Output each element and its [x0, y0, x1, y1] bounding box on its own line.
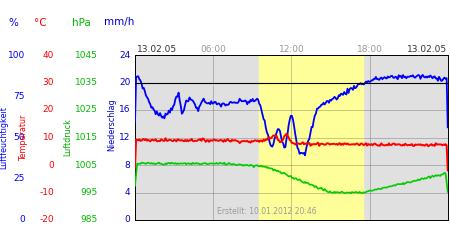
Text: 0: 0: [48, 160, 54, 170]
Text: 75: 75: [13, 92, 25, 101]
Text: 20: 20: [119, 78, 130, 87]
Text: Erstellt: 10.01.2012 20:46: Erstellt: 10.01.2012 20:46: [216, 207, 316, 216]
Text: °C: °C: [34, 18, 47, 28]
Text: 985: 985: [81, 216, 98, 224]
Text: 25: 25: [14, 174, 25, 183]
Text: 1025: 1025: [75, 106, 98, 114]
Text: 100: 100: [8, 50, 25, 59]
Text: hPa: hPa: [72, 18, 90, 28]
Text: 1045: 1045: [75, 50, 98, 59]
Text: 16: 16: [119, 106, 130, 114]
Text: mm/h: mm/h: [104, 18, 135, 28]
Text: Luftdruck: Luftdruck: [63, 118, 72, 156]
Text: %: %: [9, 18, 18, 28]
Text: 20: 20: [43, 106, 54, 114]
Text: Temperatur: Temperatur: [19, 114, 28, 161]
Text: 24: 24: [119, 50, 130, 59]
Text: 30: 30: [42, 78, 54, 87]
Text: 0: 0: [19, 216, 25, 224]
Text: 50: 50: [13, 133, 25, 142]
Text: 1015: 1015: [75, 133, 98, 142]
Text: 4: 4: [125, 188, 130, 197]
Text: 10: 10: [42, 133, 54, 142]
Text: 13.02.05: 13.02.05: [407, 45, 447, 54]
Text: 12: 12: [119, 133, 130, 142]
Text: Niederschlag: Niederschlag: [107, 99, 116, 151]
Text: 13.02.05: 13.02.05: [137, 45, 177, 54]
Text: 1005: 1005: [75, 160, 98, 170]
Text: -20: -20: [40, 216, 54, 224]
Text: -10: -10: [39, 188, 54, 197]
Text: 40: 40: [43, 50, 54, 59]
Text: 0: 0: [125, 216, 130, 224]
Text: 1035: 1035: [75, 78, 98, 87]
Text: Luftfeuchtigkeit: Luftfeuchtigkeit: [0, 106, 8, 169]
Text: 995: 995: [81, 188, 98, 197]
Bar: [259, 55, 363, 220]
Text: 8: 8: [125, 160, 130, 170]
